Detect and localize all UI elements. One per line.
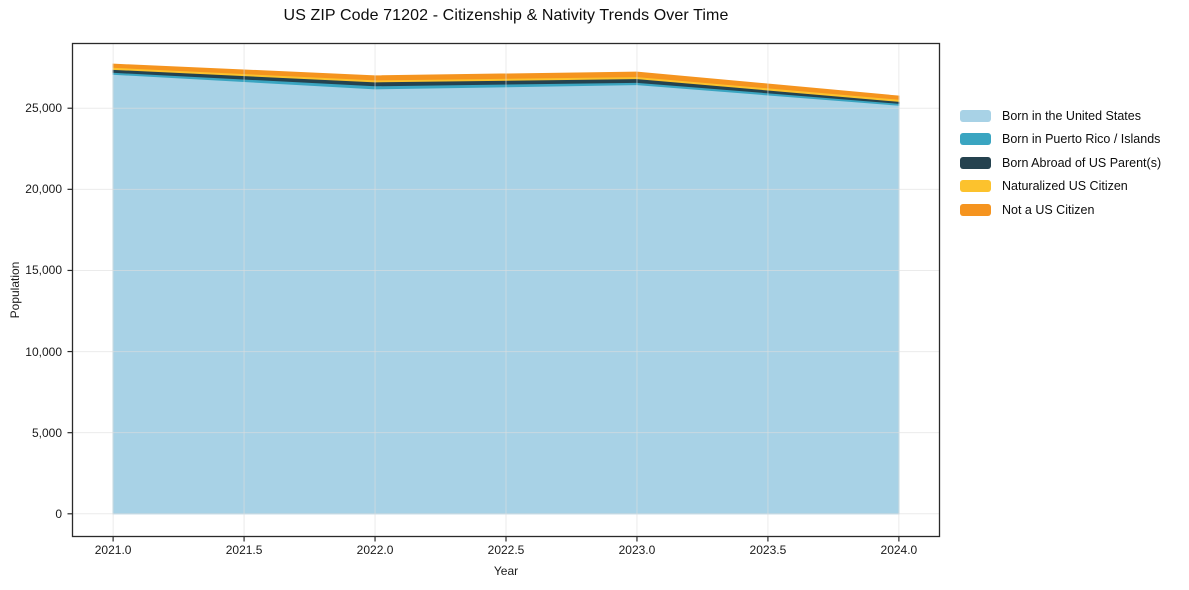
- legend-swatch-icon: [960, 156, 991, 169]
- x-tick-label: 2021.5: [225, 543, 263, 557]
- y-axis-label: Population: [8, 261, 22, 319]
- y-tick-label: 10,000: [25, 344, 62, 359]
- chart-title: US ZIP Code 71202 - Citizenship & Nativi…: [283, 7, 729, 24]
- legend-item: Born Abroad of US Parent(s): [960, 151, 1161, 175]
- legend-label: Naturalized US Citizen: [1002, 179, 1128, 194]
- y-tick-label: 20,000: [25, 182, 62, 197]
- legend-item: Not a US Citizen: [960, 198, 1161, 222]
- legend-label: Born in the United States: [1002, 108, 1141, 123]
- legend-swatch-icon: [960, 180, 991, 193]
- y-tick-label: 5,000: [31, 425, 62, 440]
- legend-label: Born in Puerto Rico / Islands: [1002, 132, 1161, 147]
- y-tick-label: 0: [55, 506, 62, 521]
- x-tick-label: 2022.0: [356, 543, 394, 557]
- x-tick-label: 2021.0: [94, 543, 132, 557]
- x-tick-label: 2023.0: [618, 543, 656, 557]
- legend: Born in the United States Born in Puerto …: [960, 104, 1161, 222]
- legend-item: Born in Puerto Rico / Islands: [960, 128, 1161, 152]
- y-tick-label: 15,000: [25, 263, 62, 278]
- legend-label: Born Abroad of US Parent(s): [1002, 155, 1162, 170]
- axes-spines: [71, 42, 941, 538]
- x-tick-label: 2023.5: [749, 543, 787, 557]
- legend-swatch-icon: [960, 133, 991, 146]
- legend-swatch-icon: [960, 109, 991, 122]
- legend-item: Born in the United States: [960, 104, 1161, 128]
- legend-item: Naturalized US Citizen: [960, 175, 1161, 199]
- x-tick-label: 2024.0: [880, 543, 918, 557]
- x-axis-label: Year: [493, 564, 519, 578]
- legend-label: Not a US Citizen: [1002, 202, 1095, 217]
- y-tick-label: 25,000: [25, 101, 62, 116]
- legend-swatch-icon: [960, 203, 991, 216]
- x-tick-label: 2022.5: [487, 543, 525, 557]
